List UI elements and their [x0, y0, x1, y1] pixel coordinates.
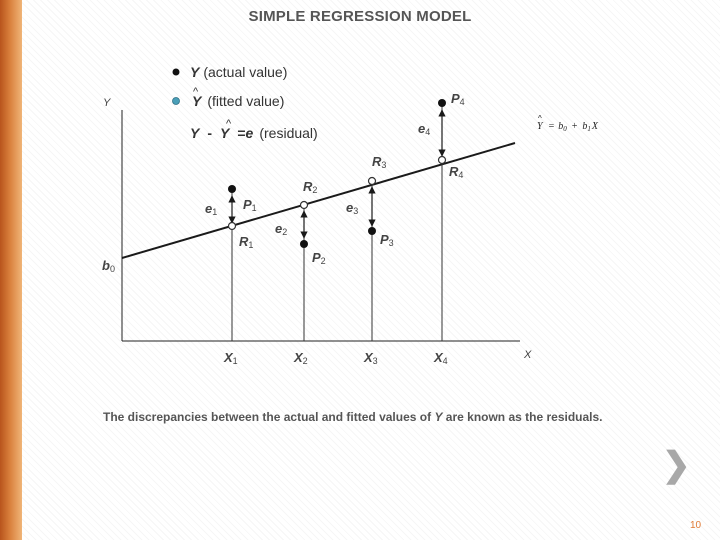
page-number: 10: [690, 520, 702, 531]
actual-label-4: P4: [451, 91, 465, 107]
slide-title: SIMPLE REGRESSION MODEL: [248, 8, 472, 25]
regression-equation: Y = b0 + b1X: [537, 121, 599, 133]
fitted-label-4: R4: [449, 164, 463, 180]
actual-point-3: [368, 227, 376, 235]
legend-residual: Y - Y =e (residual): [190, 125, 318, 141]
actual-label-3: P3: [380, 232, 394, 248]
regression-line: [121, 142, 516, 259]
x-tick-2: X2: [293, 350, 308, 366]
fitted-point-4: [437, 155, 447, 165]
fitted-label-3: R3: [372, 154, 386, 170]
residual-label-1: e1: [205, 201, 217, 217]
residual-label-2: e2: [275, 221, 287, 237]
actual-label-1: P1: [243, 197, 257, 213]
left-accent-bar: [0, 0, 22, 540]
intercept-label: b0: [102, 258, 115, 274]
legend-actual-marker: [172, 68, 180, 76]
residual-label-3: e3: [346, 200, 358, 216]
regression-equation-hat: ^: [538, 114, 542, 123]
legend-fitted: Y (fitted value): [192, 93, 284, 109]
legend-actual: Y (actual value): [190, 64, 287, 80]
y-axis-label: Y: [103, 97, 111, 109]
fitted-point-3: [367, 176, 377, 186]
x-tick-1: X1: [223, 350, 238, 366]
x-tick-4: X4: [433, 350, 448, 366]
legend-residual-hat: ^: [226, 118, 232, 130]
actual-point-1: [228, 185, 236, 193]
x-axis-label: X: [523, 349, 532, 361]
actual-point-4: [438, 99, 446, 107]
x-tick-3: X3: [363, 350, 378, 366]
fitted-label-2: R2: [303, 179, 317, 195]
fitted-label-1: R1: [239, 234, 253, 250]
legend-fitted-marker: [172, 97, 180, 105]
actual-label-2: P2: [312, 250, 326, 266]
fitted-point-1: [227, 221, 237, 231]
next-slide-icon[interactable]: ❯: [662, 446, 691, 484]
actual-point-2: [300, 240, 308, 248]
legend-fitted-hat: ^: [193, 86, 199, 98]
caption-text: The discrepancies between the actual and…: [103, 410, 603, 424]
residual-label-4: e4: [418, 121, 430, 137]
fitted-point-2: [299, 200, 309, 210]
